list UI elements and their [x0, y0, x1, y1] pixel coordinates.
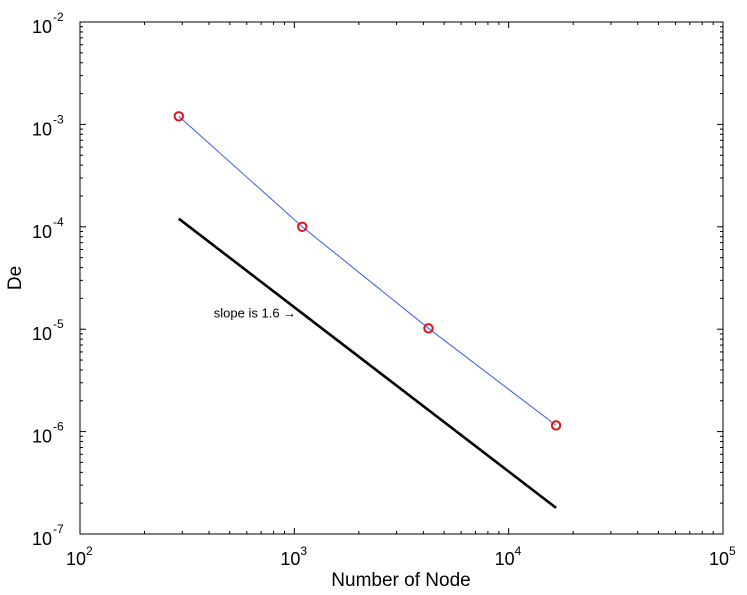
y-tick-base: 10: [32, 529, 52, 549]
y-tick-exponent: -5: [53, 317, 64, 331]
x-tick-labels: 10 2 10 3 10 4 10 5: [66, 544, 736, 569]
x-tick-exponent: 4: [515, 544, 522, 558]
x-tick-base: 10: [280, 549, 300, 569]
series-layer: [173, 111, 562, 509]
annotation-layer: slope is 1.6 →: [214, 306, 296, 321]
x-tick-exponent: 5: [729, 544, 736, 558]
major-ticks: [79, 21, 724, 535]
x-tick-label: 10 2: [66, 544, 93, 569]
x-tick-base: 10: [709, 549, 729, 569]
x-tick-exponent: 3: [300, 544, 307, 558]
y-tick-exponent: -7: [53, 522, 64, 536]
x-tick-label: 10 5: [709, 544, 736, 569]
data-point-marker: [550, 420, 562, 431]
slope-reference-line: [177, 217, 557, 509]
plot-area: [79, 21, 724, 535]
y-tick-base: 10: [32, 324, 52, 344]
x-axis-label: Number of Node: [331, 570, 470, 591]
y-tick-label: 10 -3: [32, 112, 64, 139]
y-tick-exponent: -2: [53, 10, 64, 24]
slope-annotation: slope is 1.6 →: [214, 306, 296, 321]
y-tick-labels: 10-710-610-510-410-310-2: [32, 10, 64, 549]
x-tick-base: 10: [495, 549, 515, 569]
x-tick-label: 10 4: [495, 544, 522, 569]
y-tick-base: 10: [32, 222, 52, 242]
x-tick-base: 10: [66, 549, 86, 569]
x-tick-exponent: 2: [86, 544, 93, 558]
x-tick-label: 10 3: [280, 544, 307, 569]
y-tick-label: 10 -4: [32, 215, 64, 242]
y-tick-label: 10 -6: [32, 420, 64, 447]
y-axis-label: De: [5, 266, 26, 290]
y-tick-exponent: -4: [53, 215, 64, 229]
y-tick-label: 10 -7: [32, 522, 64, 549]
y-tick-exponent: -3: [53, 112, 64, 126]
data-point-marker: [297, 221, 308, 233]
y-tick-base: 10: [32, 119, 52, 139]
data-point-marker: [173, 111, 184, 122]
y-tick-exponent: -6: [53, 420, 64, 434]
y-tick-label: 10 -2: [32, 10, 64, 37]
error-series-line: [178, 115, 557, 426]
data-point-marker: [423, 323, 434, 334]
y-tick-base: 10: [32, 427, 52, 447]
y-tick-base: 10: [32, 17, 52, 37]
y-tick-label: 10 -5: [32, 317, 64, 344]
minor-ticks: [80, 22, 723, 534]
